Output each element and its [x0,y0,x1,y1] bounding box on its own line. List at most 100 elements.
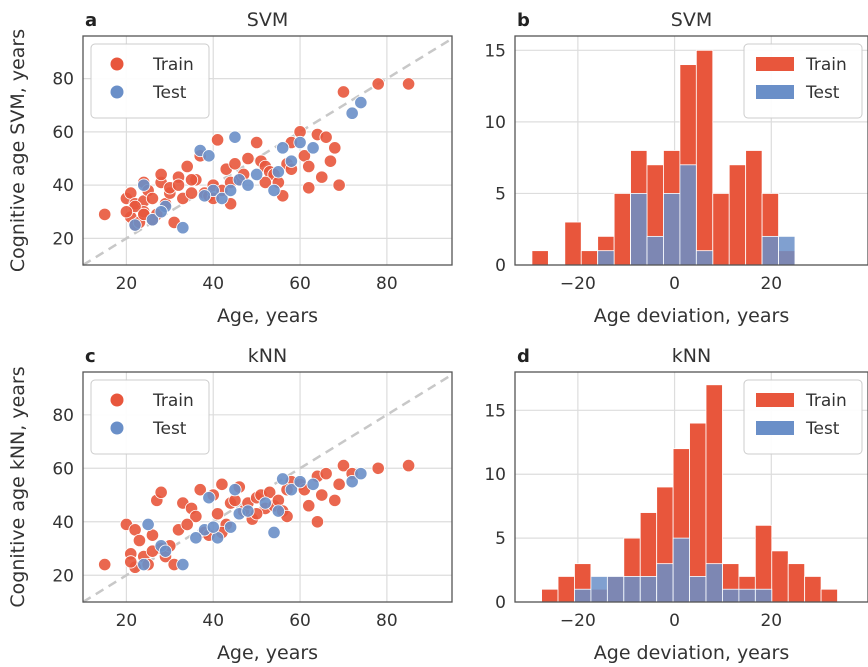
train-point [302,499,316,513]
train-point [154,485,168,499]
chart-title: SVM [671,9,712,31]
train-point [315,488,329,502]
test-bar [761,235,779,266]
legend-train-label: Train [152,55,194,75]
x-tick-label: −20 [560,611,596,631]
train-bar [787,563,806,603]
test-bar [639,576,658,603]
train-point [184,186,199,200]
test-bar [663,193,681,266]
legend-train-patch [756,393,794,407]
x-axis-label: Age, years [217,305,318,327]
train-point [310,515,325,529]
y-axis-label: Cognitive age kNN, years [7,366,29,607]
train-bar [728,164,747,266]
y-tick-label: 20 [52,566,74,586]
x-axis-label: Age, years [217,642,318,664]
test-bar [597,250,615,266]
y-tick-label: 0 [495,256,506,276]
legend-test-label: Test [152,419,187,439]
test-point [206,520,220,534]
test-point [306,141,320,155]
chart-title: kNN [248,345,287,367]
panel-letter: c [85,346,96,367]
plot-frame [82,35,453,266]
test-bar [689,576,707,603]
train-point [228,157,242,171]
train-point [328,141,342,155]
x-tick-label: 40 [202,611,224,631]
train-point [145,191,160,206]
identity-diagonal-line [82,37,453,267]
x-tick-label: 20 [760,274,782,294]
test-point [306,477,320,491]
test-bar [738,588,756,603]
panel-letter: a [85,10,97,31]
test-point [228,483,242,497]
test-point [258,496,272,510]
legend-train-label: Train [805,55,847,75]
y-tick-label: 80 [52,406,74,426]
test-point [284,154,298,168]
test-bar [574,588,592,603]
test-bar [679,164,697,266]
test-point [189,531,203,545]
test-bar [778,235,796,266]
test-point [293,135,307,150]
train-bar [541,588,559,603]
test-bar [672,537,690,603]
train-point [371,77,385,91]
legend-train-label: Train [152,391,194,411]
train-point [336,85,351,99]
x-axis-label: Age deviation, years [594,642,789,664]
train-point [328,493,342,507]
test-point [202,149,216,163]
train-point [171,178,186,192]
train-bar [771,550,789,603]
train-bar [613,193,631,266]
train-bar [712,193,730,266]
x-tick-label: 60 [289,274,311,294]
y-tick-label: 15 [484,401,506,421]
train-point [124,555,138,569]
test-bar [590,576,608,603]
x-tick-label: 60 [289,611,311,631]
train-point [336,459,351,473]
y-tick-label: 5 [495,184,506,204]
legend-test-label: Test [805,419,840,439]
train-point [193,483,207,497]
legend-test-label: Test [805,83,840,103]
test-point [271,504,285,518]
train-point [323,154,338,168]
train-point [332,477,346,491]
train-point [180,159,194,174]
test-point [250,167,264,182]
y-tick-label: 10 [484,465,506,485]
test-point [154,205,168,219]
train-point [258,175,272,190]
legend-test-marker [110,85,124,99]
x-tick-label: 0 [669,274,680,294]
test-point [271,165,285,179]
test-point [224,520,238,534]
train-point [241,151,255,166]
legend-train-patch [756,57,794,71]
test-point [293,475,307,489]
x-tick-label: 0 [669,611,680,631]
test-point [128,218,142,232]
plot-frame [514,371,868,603]
legend-train-marker [110,57,124,71]
test-point [158,544,173,558]
x-tick-label: 40 [202,274,224,294]
x-axis-label: Age deviation, years [594,305,789,327]
test-point [267,183,281,198]
panel-letter: b [517,10,530,31]
y-tick-label: 10 [484,113,506,133]
test-point [267,525,281,540]
test-point [241,504,255,518]
train-bar [564,221,582,266]
test-point [276,141,290,155]
x-tick-label: −20 [560,274,596,294]
x-tick-label: 20 [116,274,138,294]
